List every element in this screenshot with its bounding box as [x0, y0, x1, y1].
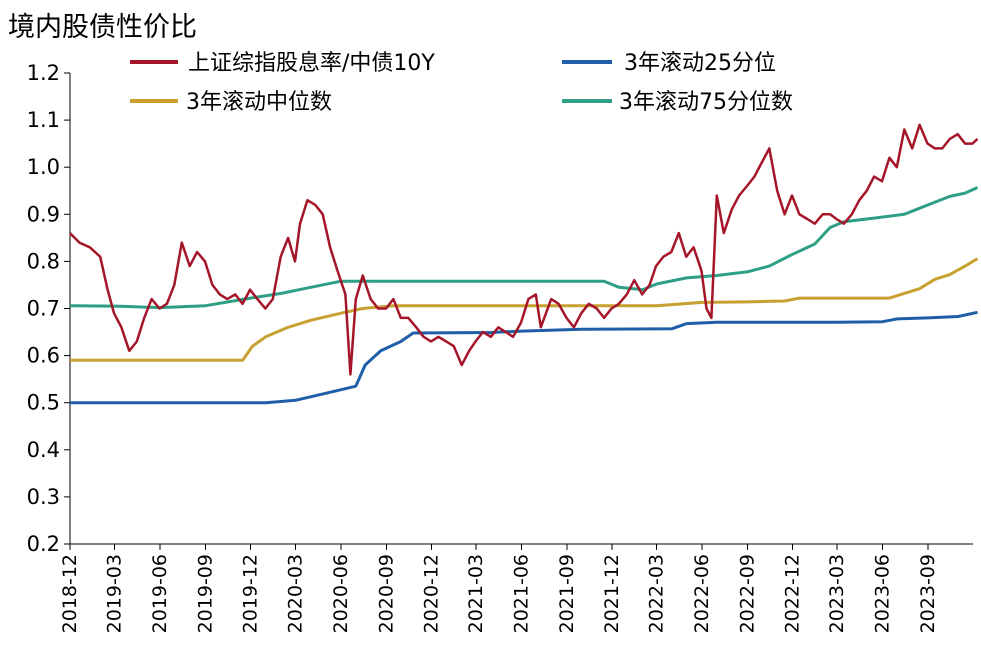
- series-line-dividend-yield-ratio: [69, 123, 979, 376]
- x-tick-label: 2022-12: [781, 554, 803, 633]
- x-tick-label: 2022-03: [646, 554, 668, 633]
- y-tick-label: 1.1: [27, 108, 60, 132]
- x-tick-label: 2019-12: [240, 554, 262, 633]
- legend-label-rolling-median: 3年滚动中位数: [186, 90, 332, 115]
- y-tick-label: 1.2: [27, 61, 60, 85]
- x-tick-label: 2020-06: [330, 554, 352, 633]
- y-tick-label: 0.2: [27, 532, 60, 556]
- x-tick-label: 2019-03: [104, 554, 126, 633]
- y-tick-label: 0.6: [27, 344, 60, 368]
- y-tick-label: 0.4: [27, 438, 60, 462]
- x-tick-label: 2023-03: [826, 554, 848, 633]
- legend: 上证综指股息率/中债10Y 3年滚动25分位 3年滚动中位数 3年滚动75分位数: [130, 51, 793, 115]
- x-tick-label: 2023-06: [872, 554, 894, 633]
- x-tick-label: 2019-09: [194, 554, 216, 633]
- x-tick-label: 2021-12: [601, 554, 623, 633]
- x-tick-label: 2020-03: [285, 554, 307, 633]
- y-tick-label: 0.7: [27, 297, 60, 321]
- y-tick-label: 0.9: [27, 202, 60, 226]
- legend-label-rolling-75th-percentile: 3年滚动75分位数: [619, 90, 793, 115]
- series-line-rolling-25th-percentile: [70, 310, 978, 405]
- legend-label-dividend-yield-ratio: 上证综指股息率/中债10Y: [188, 51, 435, 76]
- x-tick-label: 2020-12: [420, 554, 442, 633]
- chart-title: 境内股债性价比: [8, 12, 197, 43]
- x-tick-label: 2021-06: [511, 554, 533, 633]
- x-tick-label: 2021-09: [556, 554, 578, 633]
- legend-entry-rolling-75th-percentile: 3年滚动75分位数: [562, 90, 793, 115]
- legend-entry-rolling-median: 3年滚动中位数: [130, 90, 332, 115]
- x-tick-label: 2021-03: [465, 554, 487, 633]
- x-tick-label: 2022-06: [691, 554, 713, 633]
- series-line-rolling-median: [70, 257, 979, 362]
- legend-entry-dividend-yield-ratio: 上证综指股息率/中债10Y: [130, 51, 435, 76]
- y-tick-label: 0.5: [27, 391, 60, 415]
- series-line-rolling-75th-percentile: [69, 186, 979, 310]
- x-tick-label: 2018-12: [59, 554, 81, 633]
- axes: 0.2 0.3 0.4 0.5 0.6 0.7 0.8 0.9 1.0 1.1 1.2 2018-1…: [27, 61, 973, 633]
- x-ticks: 2018-12 2019-03 2019-06 2019-09 2019-12 2020-…: [59, 544, 939, 633]
- x-tick-label: 2022-09: [736, 554, 758, 633]
- y-ticks: 0.2 0.3 0.4 0.5 0.6 0.7 0.8 0.9 1.0 1.1 1.2: [27, 61, 70, 556]
- y-tick-label: 0.8: [27, 249, 60, 273]
- x-tick-label: 2023-09: [917, 554, 939, 633]
- y-tick-label: 1.0: [27, 155, 60, 179]
- series-layer: [69, 123, 979, 405]
- legend-entry-rolling-25th-percentile: 3年滚动25分位: [562, 51, 776, 76]
- x-tick-label: 2020-09: [375, 554, 397, 633]
- legend-label-rolling-25th-percentile: 3年滚动25分位: [624, 51, 776, 76]
- x-tick-label: 2019-06: [149, 554, 171, 633]
- y-tick-label: 0.3: [27, 485, 60, 509]
